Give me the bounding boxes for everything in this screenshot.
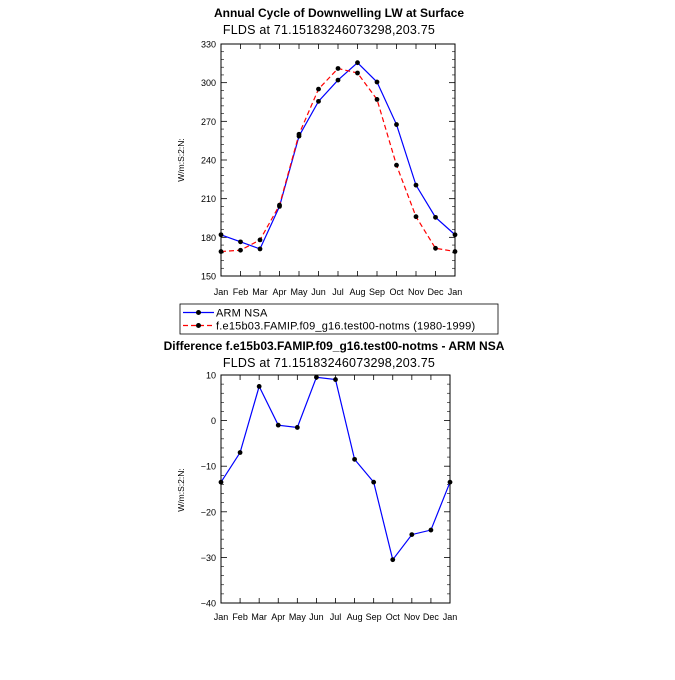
data-point — [256, 384, 262, 389]
y-tick-label: −30 — [201, 553, 216, 563]
x-tick-label: Jul — [330, 612, 342, 622]
data-point — [218, 232, 224, 238]
data-point — [296, 131, 302, 137]
data-point — [374, 97, 380, 102]
x-tick-label: Oct — [386, 612, 401, 622]
x-tick-label: Sep — [366, 612, 382, 622]
y-tick-label: 150 — [201, 272, 216, 282]
data-point — [452, 249, 458, 254]
data-point — [374, 79, 380, 85]
y-tick-label: −20 — [201, 507, 216, 517]
x-tick-label: Aug — [347, 612, 363, 622]
data-point — [413, 182, 419, 188]
data-point — [277, 202, 282, 208]
x-tick-label: May — [290, 287, 308, 297]
x-tick-label: Jan — [214, 287, 229, 297]
y-tick-label: 240 — [201, 156, 216, 166]
x-tick-label: Oct — [389, 287, 404, 297]
data-point — [447, 479, 453, 485]
legend-marker-model — [196, 323, 201, 328]
x-tick-label: Apr — [272, 287, 286, 297]
x-tick-label: Jan — [214, 612, 229, 622]
y-tick-label: 180 — [201, 233, 216, 243]
data-point — [257, 246, 263, 252]
x-tick-label: Feb — [233, 287, 249, 297]
data-point — [390, 557, 396, 563]
annual-cycle-chart: Annual Cycle of Downwelling LW at Surfac… — [176, 6, 464, 297]
x-tick-label: Jan — [448, 287, 463, 297]
y-tick-label: 330 — [201, 40, 216, 50]
data-point — [394, 162, 399, 168]
data-point — [275, 422, 281, 428]
y-axis-label: W/m:S:2:N: — [176, 138, 186, 181]
x-tick-label: Jun — [309, 612, 324, 622]
y-axis-label: W/m:S:2:N: — [176, 468, 186, 511]
data-point — [433, 245, 438, 251]
data-point — [237, 450, 243, 455]
x-tick-label: Jul — [332, 287, 344, 297]
data-point — [257, 237, 263, 243]
x-tick-label: Nov — [408, 287, 425, 297]
data-point — [413, 214, 419, 220]
chart-subtitle: FLDS at 71.15183246073298,203.75 — [223, 23, 435, 37]
data-point — [371, 479, 377, 485]
data-point — [355, 70, 360, 76]
data-point — [394, 122, 399, 127]
data-point — [452, 232, 458, 238]
chart-title: Annual Cycle of Downwelling LW at Surfac… — [214, 6, 464, 20]
legend: ARM NSA f.e15b03.FAMIP.f09_g16.test00-no… — [179, 303, 499, 335]
x-tick-label: Aug — [349, 287, 365, 297]
x-tick-label: May — [289, 612, 307, 622]
data-point — [218, 479, 224, 485]
x-tick-label: Mar — [251, 612, 267, 622]
chart-title: Difference f.e15b03.FAMIP.f09_g16.test00… — [164, 339, 505, 353]
data-point — [335, 66, 341, 71]
x-tick-label: Feb — [232, 612, 248, 622]
data-point — [352, 456, 357, 462]
legend-label-arm-nsa: ARM NSA — [216, 308, 268, 320]
x-tick-label: Jan — [443, 612, 458, 622]
data-point — [314, 374, 319, 380]
x-tick-label: Dec — [423, 612, 440, 622]
x-tick-label: Sep — [369, 287, 385, 297]
y-tick-label: −10 — [201, 462, 216, 472]
x-tick-label: Nov — [404, 612, 421, 622]
data-point — [428, 527, 434, 533]
x-tick-label: Mar — [252, 287, 268, 297]
chart-subtitle: FLDS at 71.15183246073298,203.75 — [223, 356, 435, 370]
data-point — [218, 249, 224, 254]
data-point — [238, 239, 243, 245]
difference-chart: Difference f.e15b03.FAMIP.f09_g16.test00… — [164, 339, 505, 622]
x-tick-label: Dec — [427, 287, 444, 297]
data-point — [433, 214, 438, 220]
data-point — [316, 86, 321, 92]
data-point — [333, 377, 338, 382]
legend-box — [179, 303, 499, 335]
data-point — [316, 98, 321, 104]
data-point — [238, 247, 243, 253]
legend-marker-arm-nsa — [196, 310, 201, 315]
legend-label-model: f.e15b03.FAMIP.f09_g16.test00-notms (198… — [216, 321, 475, 333]
y-tick-label: 10 — [206, 371, 216, 381]
data-point — [294, 425, 300, 430]
x-tick-label: Apr — [271, 612, 285, 622]
data-point — [409, 532, 415, 537]
data-point — [355, 60, 360, 66]
y-tick-label: 300 — [201, 78, 216, 88]
data-point — [335, 77, 341, 83]
y-tick-label: 270 — [201, 117, 216, 127]
y-tick-label: 210 — [201, 194, 216, 204]
x-tick-label: Jun — [311, 287, 326, 297]
y-tick-label: 0 — [211, 416, 216, 426]
y-tick-label: −40 — [201, 599, 216, 609]
